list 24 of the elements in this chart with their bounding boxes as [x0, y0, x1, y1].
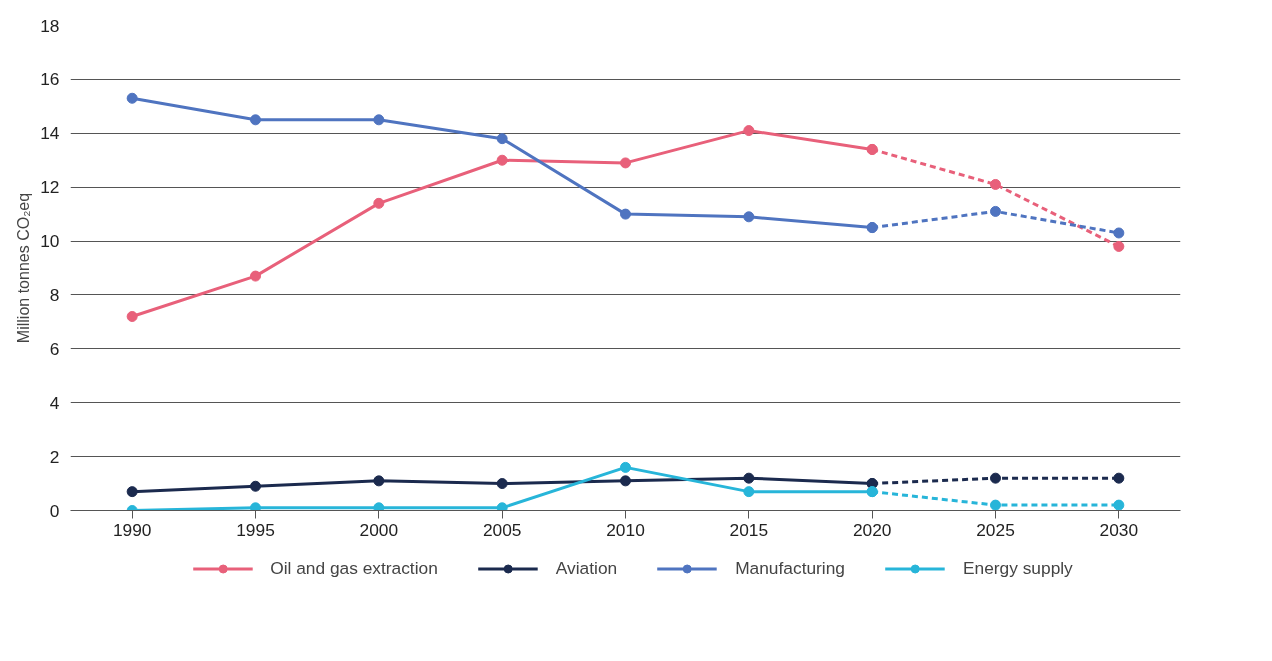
- y-tick-label: 12: [40, 177, 60, 198]
- y-tick-label: 16: [40, 69, 60, 90]
- y-tick-label: 6: [49, 338, 60, 359]
- y-tick-label: 4: [49, 392, 60, 413]
- x-tick-label: 2000: [359, 519, 399, 540]
- y-tick-label: 14: [40, 123, 60, 144]
- legend-label: Aviation: [555, 557, 618, 579]
- y-axis-title: Million tonnes CO₂eq: [15, 192, 33, 344]
- y-tick-label: 8: [49, 284, 60, 305]
- legend-label: Manufacturing: [735, 557, 845, 579]
- legend-label: Energy supply: [962, 557, 1073, 579]
- y-tick-label: 0: [49, 500, 60, 521]
- x-tick-label: 2020: [852, 519, 892, 540]
- x-tick-label: 1995: [236, 519, 275, 540]
- x-tick-label: 2025: [976, 519, 1015, 540]
- y-tick-label: 2: [49, 446, 60, 467]
- x-tick-label: 2010: [606, 519, 645, 540]
- x-tick-label: 2030: [1099, 519, 1139, 540]
- legend-label: Oil and gas extraction: [270, 557, 438, 579]
- y-tick-label: 10: [40, 231, 60, 252]
- x-tick-label: 1990: [112, 519, 152, 540]
- x-tick-label: 2005: [482, 519, 522, 540]
- y-tick-label: 18: [40, 15, 60, 36]
- x-tick-label: 2015: [729, 519, 769, 540]
